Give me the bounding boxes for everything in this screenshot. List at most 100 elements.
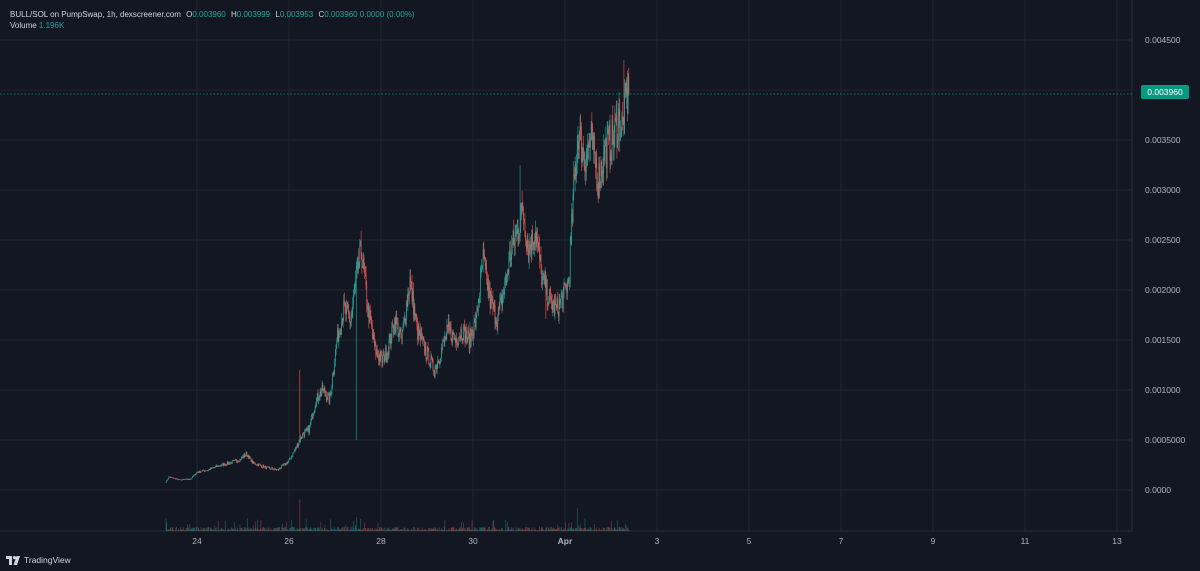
volume-bar bbox=[194, 527, 195, 531]
volume-bar bbox=[408, 530, 410, 531]
candle-body bbox=[574, 168, 576, 179]
candle-body bbox=[462, 338, 464, 341]
candle-body bbox=[323, 388, 324, 391]
candle-body bbox=[569, 279, 570, 282]
volume-bar bbox=[593, 529, 595, 531]
volume-bar bbox=[473, 528, 475, 531]
candle-body bbox=[266, 466, 267, 469]
candle-body bbox=[270, 468, 272, 470]
volume-bar bbox=[553, 527, 554, 531]
volume-bar bbox=[216, 527, 218, 531]
tradingview-logo[interactable]: TradingView bbox=[6, 555, 71, 565]
volume-bar bbox=[317, 528, 319, 531]
volume-bar bbox=[280, 530, 282, 531]
candle-body bbox=[460, 329, 462, 339]
volume-bar bbox=[521, 529, 522, 531]
volume-bar bbox=[234, 529, 236, 531]
candle-body bbox=[230, 462, 232, 463]
volume-bar bbox=[289, 529, 290, 531]
candle-body bbox=[280, 467, 282, 469]
volume-bar bbox=[345, 525, 347, 531]
volume-bar bbox=[520, 530, 522, 531]
candle-body bbox=[218, 465, 220, 467]
volume-bar bbox=[286, 522, 287, 531]
volume-bar bbox=[589, 529, 591, 531]
volume-bar bbox=[604, 530, 606, 531]
volume-bar bbox=[298, 529, 299, 531]
volume-bar bbox=[213, 530, 215, 531]
volume-bar bbox=[574, 528, 576, 531]
close-label: C bbox=[318, 10, 325, 19]
candle-body bbox=[313, 413, 315, 416]
candle-body bbox=[238, 461, 239, 462]
volume-bar bbox=[480, 527, 482, 531]
candle-body bbox=[337, 327, 339, 342]
candle-body bbox=[203, 469, 204, 471]
volume-bar bbox=[576, 507, 578, 531]
volume-bar bbox=[403, 528, 405, 531]
volume-bar bbox=[488, 526, 490, 531]
volume-bar bbox=[291, 519, 292, 531]
y-tick-label: 0.004500 bbox=[1145, 35, 1181, 45]
candle-body bbox=[166, 480, 168, 483]
volume-bar bbox=[404, 528, 406, 531]
volume-bar bbox=[517, 527, 519, 531]
volume-bar bbox=[450, 530, 451, 531]
volume-bar bbox=[417, 528, 419, 531]
volume-bar bbox=[171, 526, 173, 531]
volume-bar bbox=[585, 527, 586, 531]
volume-bar bbox=[268, 527, 269, 531]
volume-bar bbox=[377, 522, 379, 531]
x-tick-label: 26 bbox=[284, 536, 294, 546]
volume-bar bbox=[540, 528, 542, 531]
candle-body bbox=[431, 355, 432, 359]
candle-body bbox=[581, 156, 583, 163]
volume-bar bbox=[424, 528, 426, 531]
volume-bar bbox=[184, 529, 186, 531]
candle-body bbox=[435, 365, 437, 369]
volume-bar bbox=[493, 519, 494, 531]
candle-body bbox=[251, 459, 253, 463]
candle-body bbox=[487, 282, 489, 290]
volume-bar bbox=[373, 530, 375, 531]
volume-bar bbox=[423, 529, 425, 531]
candle-body bbox=[523, 220, 525, 224]
candle-body bbox=[481, 267, 483, 269]
candle-body bbox=[371, 323, 372, 326]
volume-bar bbox=[409, 529, 411, 531]
volume-bar bbox=[565, 530, 567, 531]
volume-bar bbox=[600, 530, 602, 531]
volume-bar bbox=[560, 530, 561, 531]
volume-bar bbox=[429, 528, 430, 531]
volume-bar bbox=[566, 530, 568, 531]
candle-body bbox=[562, 295, 563, 309]
volume-bar bbox=[543, 530, 545, 531]
volume-bar bbox=[299, 499, 301, 531]
volume-bar bbox=[242, 529, 244, 531]
volume-bar bbox=[625, 523, 626, 531]
candle-body bbox=[329, 395, 331, 403]
candle-body bbox=[345, 306, 347, 315]
candle-body bbox=[616, 115, 618, 148]
volume-bar bbox=[168, 529, 170, 531]
volume-bar bbox=[335, 528, 336, 531]
candle-body bbox=[377, 354, 379, 356]
volume-bar bbox=[604, 528, 605, 531]
volume-bar bbox=[230, 530, 232, 531]
candle-body bbox=[367, 303, 369, 310]
candle-body bbox=[546, 280, 548, 305]
candle-body bbox=[355, 270, 357, 280]
volume-bar bbox=[598, 530, 600, 531]
volume-bar bbox=[390, 530, 392, 531]
symbol-label: BULL/SOL on PumpSwap, 1h, dexscreener.co… bbox=[10, 10, 181, 19]
candle-body bbox=[474, 318, 476, 321]
candle-body bbox=[583, 147, 584, 160]
candle-body bbox=[268, 466, 269, 468]
low-value: 0.003953 bbox=[279, 10, 314, 19]
volume-bar bbox=[419, 530, 421, 531]
volume-bar bbox=[301, 528, 303, 531]
candle-body bbox=[358, 262, 360, 268]
volume-bar bbox=[542, 529, 544, 531]
volume-bar bbox=[533, 530, 534, 531]
